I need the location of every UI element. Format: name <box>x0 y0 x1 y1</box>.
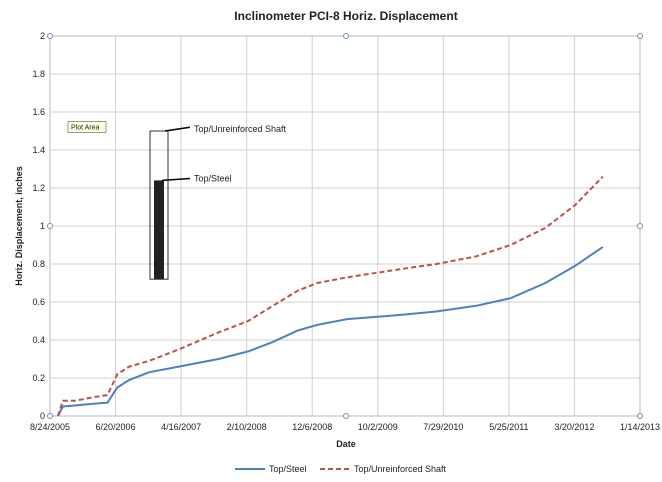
arrow <box>164 126 191 132</box>
selection-handle <box>343 33 349 39</box>
tooltip-box <box>67 121 107 133</box>
annotation: Top/Steel <box>194 174 232 184</box>
line <box>56 246 604 417</box>
x-tick-label: 6/20/2006 <box>96 422 136 432</box>
selection-handle <box>637 413 643 419</box>
y-tick-label: 0.6 <box>32 297 45 307</box>
y-tick-label: 1.2 <box>32 183 45 193</box>
chart-title: Inclinometer PCI-8 Horiz. Displacement <box>234 9 457 23</box>
selection-handle <box>47 33 53 39</box>
selection-handle <box>637 223 643 229</box>
tooltip: Plot Area <box>71 124 100 131</box>
steel-bar <box>154 180 164 280</box>
selection-handle <box>47 413 53 419</box>
x-tick-label: 8/24/2005 <box>30 422 70 432</box>
x-tick-label: 7/29/2010 <box>423 422 463 432</box>
x-tick-label: 12/6/2008 <box>292 422 332 432</box>
arrow <box>161 177 191 182</box>
y-axis-label: Horiz. Displacement, inches <box>14 166 24 286</box>
legend-label: Top/Unreinforced Shaft <box>354 464 447 474</box>
y-tick-label: 1.6 <box>32 107 45 117</box>
y-tick-label: 0.8 <box>32 259 45 269</box>
x-tick-label: 4/16/2007 <box>161 422 201 432</box>
x-tick-label: 3/20/2012 <box>554 422 594 432</box>
selection-handle <box>637 33 643 39</box>
x-tick-label: 5/25/2011 <box>489 422 528 432</box>
selection-handle <box>343 413 349 419</box>
y-tick-label: 0.2 <box>32 373 45 383</box>
y-tick-label: 2 <box>40 31 45 41</box>
x-axis-label: Date <box>336 439 356 449</box>
legend-label: Top/Steel <box>269 464 307 474</box>
annotation: Top/Unreinforced Shaft <box>194 124 287 134</box>
y-tick-label: 1 <box>40 221 45 231</box>
y-tick-label: 1.8 <box>32 69 45 79</box>
x-tick-label: 1/14/2013 <box>620 422 660 432</box>
x-tick-label: 2/10/2008 <box>227 422 267 432</box>
selection-handle <box>47 223 53 229</box>
y-tick-label: 0 <box>40 411 45 421</box>
line <box>56 175 604 417</box>
x-tick-label: 10/2/2009 <box>358 422 398 432</box>
y-tick-label: 0.4 <box>32 335 45 345</box>
y-tick-label: 1.4 <box>32 145 45 155</box>
